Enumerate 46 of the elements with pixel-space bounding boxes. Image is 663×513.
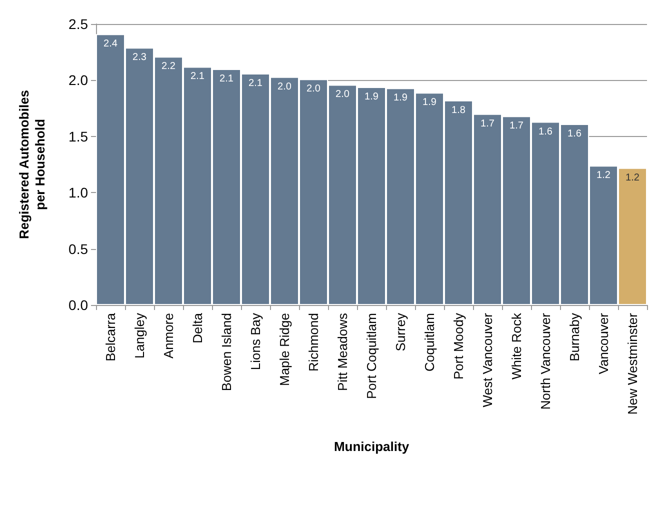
x-tick-label: Maple Ridge	[277, 313, 292, 386]
data-label: 2.1	[220, 73, 234, 84]
data-label: 2.3	[132, 52, 147, 64]
x-tick-label: Delta	[190, 312, 205, 344]
data-label: 1.9	[394, 92, 408, 104]
data-label: 2.4	[104, 38, 118, 50]
y-tick-label: 2.5	[68, 16, 88, 32]
data-label: 2.1	[248, 78, 263, 89]
data-label: 2.2	[162, 61, 176, 72]
data-label: 2.1	[190, 71, 205, 82]
x-tick-label: Coquitlam	[422, 313, 437, 372]
data-label: 1.6	[538, 126, 553, 138]
data-label: 2.0	[278, 81, 292, 92]
x-axis-title: Municipality	[334, 439, 410, 454]
data-label: 1.2	[596, 170, 611, 182]
y-tick-label: 2.0	[68, 72, 88, 88]
x-tick-label: Surrey	[393, 312, 408, 352]
x-tick-label: Anmore	[161, 313, 176, 359]
data-label: 1.9	[364, 91, 379, 102]
x-tick-label: New Westminster	[625, 312, 640, 415]
data-label: 2.0	[306, 84, 321, 95]
x-tick-label: White Rock	[509, 312, 524, 380]
y-tick-label: 0.5	[68, 240, 88, 257]
data-label: 1.8	[452, 104, 466, 116]
x-tick-label: North Vancouver	[538, 312, 553, 410]
x-tick-label: Burnaby	[567, 312, 582, 362]
x-tick-label: Langley	[132, 312, 147, 359]
x-tick-label: Bowen Island	[219, 313, 234, 392]
y-tick-label: 0.0	[68, 297, 88, 313]
data-label: 1.7	[480, 118, 495, 130]
x-tick-label: Lions Bay	[248, 312, 263, 370]
x-tick-label: Port Moody	[451, 312, 466, 380]
data-label: 1.2	[626, 172, 640, 184]
x-tick-label: Richmond	[306, 313, 321, 372]
y-axis-title: Registered Automobiles per Household	[16, 90, 48, 240]
data-label: 1.9	[422, 97, 437, 108]
data-label: 1.6	[568, 128, 582, 140]
x-tick-label: Port Coquitlam	[364, 313, 379, 399]
x-tick-label: Vancouver	[596, 312, 611, 374]
y-tick-label: 1.0	[68, 184, 88, 201]
data-label: 2.0	[336, 89, 350, 100]
x-tick-label: Belcarra	[103, 312, 118, 362]
x-tick-label: West Vancouver	[480, 312, 495, 408]
x-tick-label: Pitt Meadows	[335, 312, 350, 392]
y-tick-label: 1.5	[68, 128, 88, 144]
data-label: 1.7	[510, 120, 524, 132]
